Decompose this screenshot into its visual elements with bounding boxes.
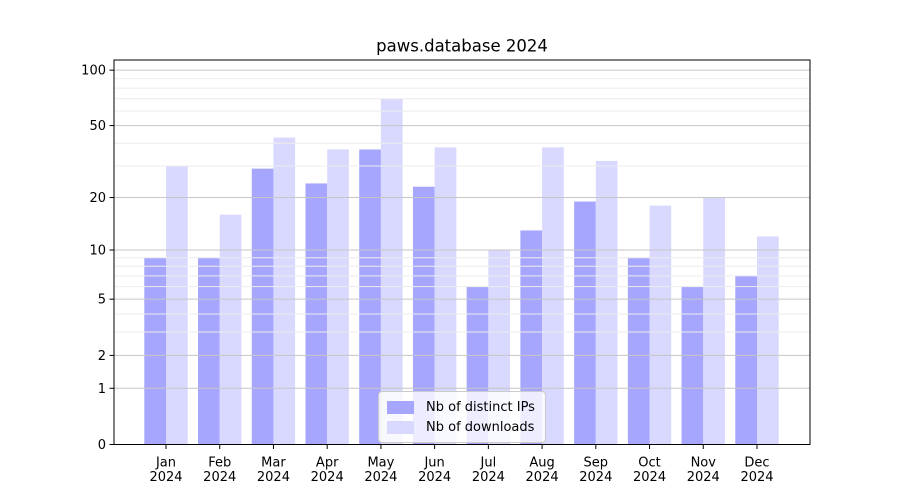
bar-downloads-8 [542, 147, 564, 445]
bar-downloads-6 [434, 147, 457, 445]
chart-title: paws.database 2024 [376, 37, 548, 56]
bar-distinct-ips-5 [359, 149, 381, 445]
y-tick-label: 10 [89, 244, 106, 259]
bar-distinct-ips-11 [681, 286, 704, 445]
x-tick-label: Sep 2024 [579, 456, 612, 486]
legend-item: Nb of distinct IPs [387, 397, 535, 417]
bar-downloads-1 [166, 165, 188, 445]
plot-border [113, 59, 811, 445]
y-tick-label: 20 [89, 191, 106, 206]
y-tick-label: 1 [98, 382, 106, 397]
bar-distinct-ips-2 [198, 257, 220, 445]
bar-downloads-4 [327, 149, 349, 445]
x-tick-label: Oct 2024 [633, 456, 666, 486]
bar-downloads-5 [380, 98, 403, 445]
bar-downloads-11 [703, 197, 725, 445]
bar-distinct-ips-10 [627, 257, 650, 445]
bar-distinct-ips-9 [574, 201, 596, 445]
bar-distinct-ips-1 [144, 257, 166, 445]
x-tick-label: Jul 2024 [472, 456, 505, 486]
x-tick-label: Aug 2024 [526, 456, 559, 486]
gridlines-layer [114, 69, 810, 389]
x-tick-label: Jun 2024 [418, 456, 451, 486]
y-tick-label: 5 [98, 293, 106, 308]
bar-downloads-2 [219, 214, 242, 445]
x-tick-label: Mar 2024 [257, 456, 290, 486]
x-tick-label: Feb 2024 [203, 456, 236, 486]
legend-label: Nb of distinct IPs [426, 399, 535, 415]
bar-distinct-ips-8 [520, 230, 543, 445]
y-tick-label: 0 [98, 438, 106, 453]
x-tick-label: Nov 2024 [687, 456, 720, 486]
bar-distinct-ips-3 [251, 168, 274, 445]
legend: Nb of distinct IPs Nb of downloads [378, 391, 546, 443]
bar-distinct-ips-12 [735, 275, 757, 445]
legend-label: Nb of downloads [426, 419, 535, 435]
bar-downloads-12 [757, 236, 779, 445]
ticks-layer [109, 69, 758, 449]
y-tick-label: 100 [81, 64, 106, 79]
legend-item: Nb of downloads [387, 417, 535, 437]
y-tick-label: 2 [98, 349, 106, 364]
x-tick-label: Apr 2024 [311, 456, 344, 486]
bar-downloads-3 [273, 137, 296, 445]
bar-distinct-ips-6 [412, 186, 435, 445]
y-tick-label: 50 [89, 119, 106, 134]
bar-downloads-10 [649, 205, 672, 445]
x-tick-label: May 2024 [364, 456, 397, 486]
bar-downloads-9 [595, 160, 618, 445]
x-tick-label: Jan 2024 [149, 456, 182, 486]
legend-swatch [387, 400, 414, 414]
tick-labels-layer: 0 1 2 5 10 20 50 100 Jan 2024 Feb 2024 Mar 2024 Apr 202… [81, 64, 773, 485]
x-tick-label: Dec 2024 [740, 456, 773, 486]
legend-swatch [387, 420, 414, 434]
